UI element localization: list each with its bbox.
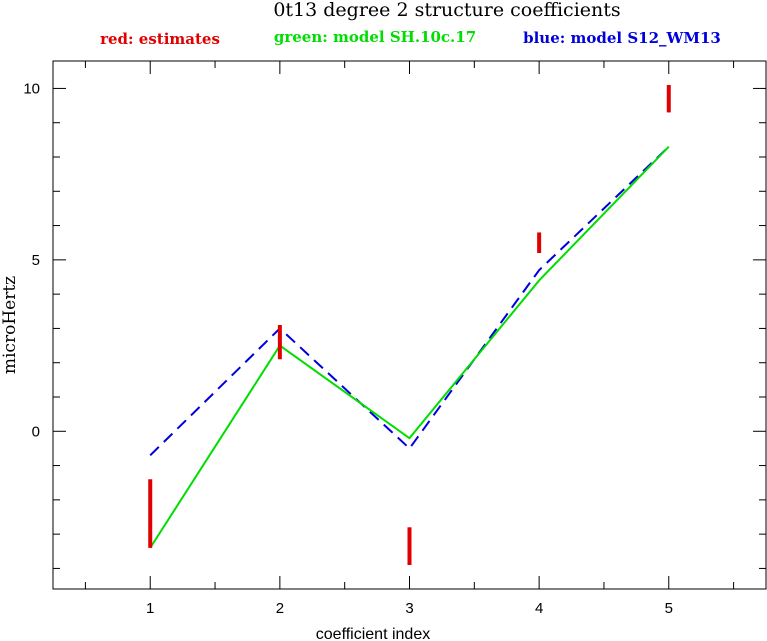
y-tick-label: 5 <box>32 252 40 269</box>
plot-frame <box>52 60 767 590</box>
x-axis-label: coefficient index <box>316 626 430 641</box>
y-axis-label: microHertz <box>0 276 20 374</box>
legend-blue-model: blue: model S12_WM13 <box>523 29 721 47</box>
series-layer <box>149 145 670 549</box>
legend-estimates: red: estimates <box>100 30 220 48</box>
x-tick-label: 4 <box>535 600 543 617</box>
y-tick-label: 10 <box>23 80 40 97</box>
legend-green-model: green: model SH.10c.17 <box>274 28 476 46</box>
x-tick-labels: 1 2 3 4 5 <box>146 600 673 617</box>
chart-title: 0t13 degree 2 structure coefficients <box>273 0 620 21</box>
blue-model-line <box>149 145 670 457</box>
y-tick-label: 0 <box>32 423 40 440</box>
y-tick-labels: 10 5 0 <box>23 80 40 440</box>
axis-ticks <box>53 61 766 589</box>
error-bars <box>148 85 671 565</box>
x-tick-label: 3 <box>405 600 413 617</box>
x-tick-label: 1 <box>146 600 154 617</box>
green-model-line <box>149 146 670 549</box>
x-tick-label: 2 <box>276 600 284 617</box>
x-tick-label: 5 <box>665 600 673 617</box>
